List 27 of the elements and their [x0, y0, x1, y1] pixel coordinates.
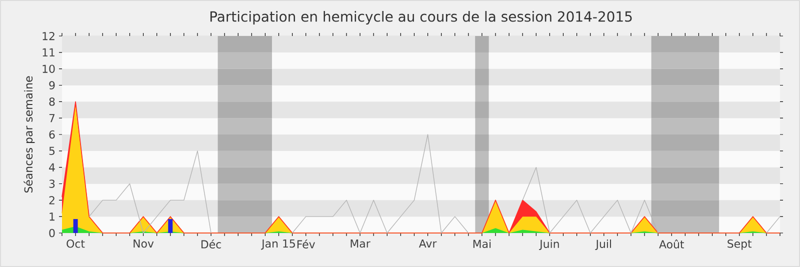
x-tick-label: Fév — [297, 240, 315, 248]
x-tick-label: Nov — [134, 240, 154, 248]
x-tick-label: Mai — [473, 240, 491, 248]
y-tick-label: 10 — [42, 64, 55, 73]
chart-title: Participation en hemicycle au cours de la session 2014-2015 — [210, 11, 632, 25]
x-tick-label: Août — [659, 240, 684, 248]
y-tick-label: 0 — [49, 228, 55, 238]
y-tick-label: 4 — [49, 163, 55, 172]
x-tick-label: Mar — [350, 240, 370, 248]
x-tick-label: Juil — [595, 240, 611, 250]
y-tick-label: 11 — [42, 48, 54, 56]
x-tick-label: Sept — [728, 240, 752, 250]
y-tick-label: 8 — [49, 98, 55, 106]
x-tick-label: Juin — [539, 240, 559, 250]
y-tick-label: 6 — [49, 130, 55, 139]
y-tick-label: 3 — [49, 180, 55, 188]
y-tick-label: 1 — [50, 212, 54, 221]
y-tick-label: 7 — [49, 114, 55, 122]
y-tick-label: 9 — [49, 81, 55, 90]
x-tick-label: Avr — [418, 240, 437, 248]
x-tick-label: Oct — [66, 240, 85, 248]
x-tick-label: Déc — [201, 240, 221, 248]
y-tick-label: 12 — [42, 32, 54, 40]
y-tick-label: 5 — [49, 146, 55, 155]
y-axis-title: Séances par semaine — [24, 76, 35, 193]
y-tick-label: 2 — [49, 196, 54, 204]
x-tick-label: Jan 15 — [261, 240, 295, 250]
